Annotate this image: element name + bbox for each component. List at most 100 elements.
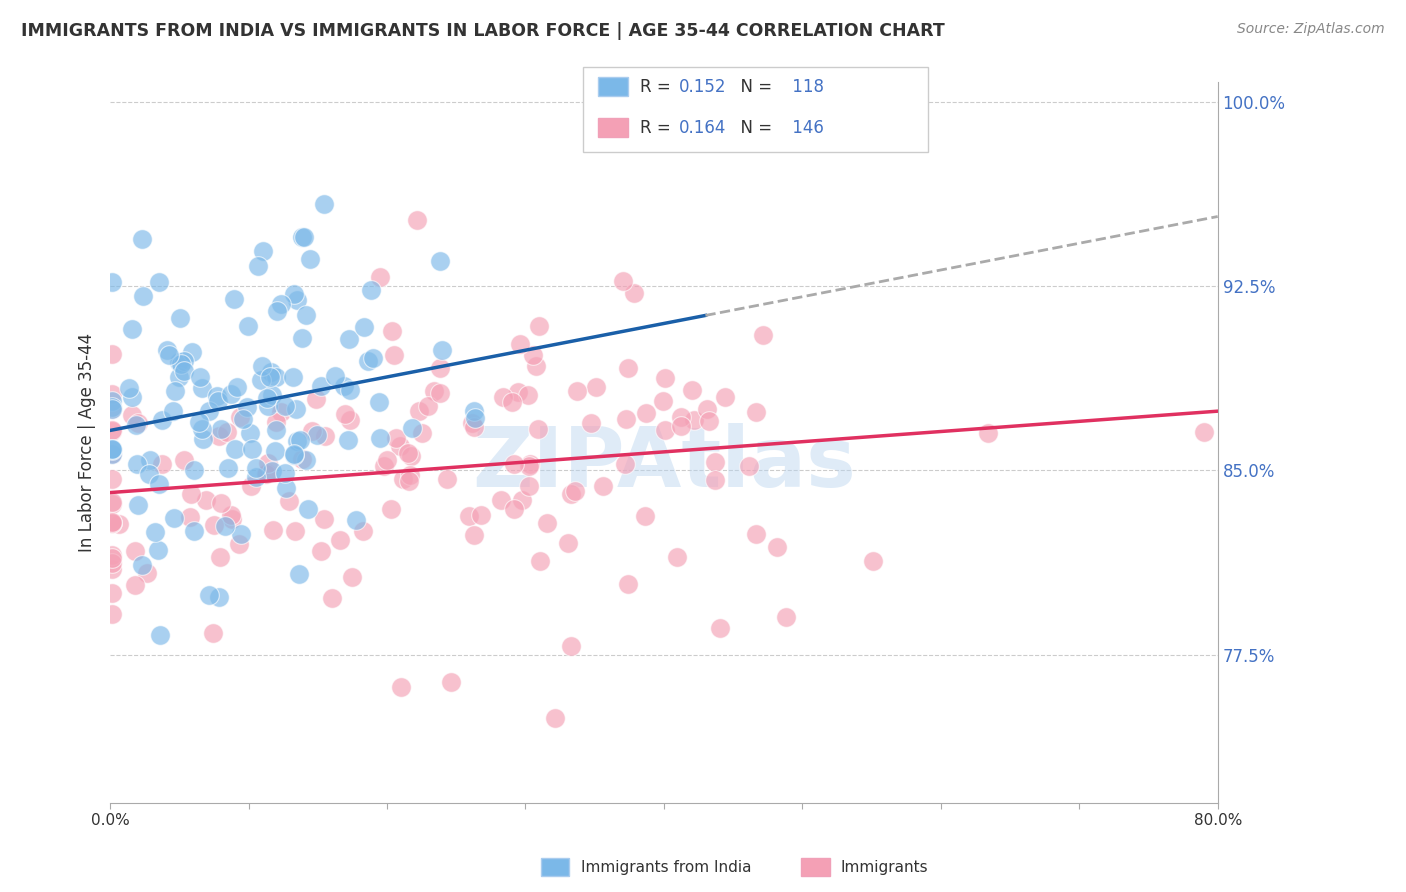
Text: ZIPAtlas: ZIPAtlas	[472, 424, 856, 504]
Point	[274, 467, 297, 481]
Point	[699, 414, 721, 428]
Point	[138, 467, 160, 482]
Point	[239, 425, 262, 440]
Point	[188, 415, 211, 429]
Point	[143, 525, 166, 540]
Point	[173, 364, 195, 378]
Point	[100, 347, 122, 361]
Point	[277, 494, 299, 508]
Point	[125, 417, 148, 432]
Point	[314, 428, 336, 442]
Point	[775, 609, 797, 624]
Point	[225, 380, 247, 394]
Point	[215, 425, 238, 440]
Point	[100, 607, 122, 621]
Point	[236, 400, 259, 414]
Point	[229, 526, 252, 541]
Point	[197, 403, 219, 417]
Point	[263, 444, 285, 458]
Point	[136, 566, 159, 581]
Point	[284, 524, 307, 538]
Point	[285, 402, 308, 417]
Point	[224, 442, 246, 457]
Point	[305, 392, 328, 406]
Point	[745, 405, 768, 419]
Point	[179, 510, 201, 524]
Point	[100, 402, 122, 417]
Point	[285, 293, 308, 307]
Point	[368, 431, 391, 445]
Point	[264, 423, 287, 437]
Point	[190, 422, 212, 436]
Point	[252, 244, 274, 258]
Text: Source: ZipAtlas.com: Source: ZipAtlas.com	[1237, 22, 1385, 37]
Point	[148, 476, 170, 491]
Point	[254, 467, 277, 481]
Point	[100, 446, 122, 460]
Point	[312, 197, 335, 211]
Text: Immigrants from India: Immigrants from India	[581, 860, 751, 874]
Point	[329, 533, 352, 547]
Point	[385, 431, 408, 445]
Point	[560, 487, 582, 501]
Point	[221, 511, 243, 525]
Point	[100, 548, 122, 562]
Text: R =: R =	[640, 119, 676, 136]
Point	[100, 472, 122, 486]
Point	[209, 496, 232, 510]
Point	[463, 403, 485, 417]
Point	[333, 407, 356, 421]
Point	[139, 453, 162, 467]
Text: 0.164: 0.164	[679, 119, 727, 136]
Point	[766, 540, 789, 554]
Point	[100, 402, 122, 417]
Point	[666, 549, 689, 564]
Point	[682, 412, 704, 426]
Point	[592, 479, 614, 493]
Point	[150, 412, 173, 426]
Point	[180, 344, 202, 359]
Point	[100, 516, 122, 530]
Point	[503, 502, 526, 516]
Point	[501, 395, 523, 409]
Point	[222, 292, 245, 306]
Point	[634, 509, 657, 524]
Point	[209, 422, 232, 436]
Point	[344, 513, 367, 527]
Point	[623, 285, 645, 300]
Point	[429, 386, 451, 401]
Point	[150, 457, 173, 471]
Point	[396, 446, 419, 460]
Point	[527, 318, 550, 333]
Point	[491, 492, 513, 507]
Point	[463, 528, 485, 542]
Point	[333, 379, 356, 393]
Point	[167, 355, 190, 369]
Point	[309, 544, 332, 558]
Point	[527, 422, 550, 436]
Point	[613, 457, 636, 471]
Point	[696, 402, 718, 417]
Point	[669, 418, 692, 433]
Point	[167, 369, 190, 384]
Text: Immigrants: Immigrants	[841, 860, 928, 874]
Text: 146: 146	[787, 119, 824, 136]
Point	[512, 493, 534, 508]
Point	[352, 524, 374, 539]
Point	[217, 461, 239, 475]
Point	[260, 464, 283, 478]
Point	[100, 442, 122, 457]
Point	[312, 512, 335, 526]
Point	[100, 387, 122, 401]
Point	[245, 470, 267, 484]
Point	[517, 388, 540, 402]
Point	[408, 404, 430, 418]
Point	[285, 434, 308, 449]
Point	[276, 481, 298, 495]
Text: 118: 118	[787, 78, 824, 95]
Point	[336, 433, 359, 447]
Point	[292, 230, 315, 244]
Point	[406, 213, 429, 227]
Point	[460, 416, 482, 430]
Point	[108, 516, 131, 531]
